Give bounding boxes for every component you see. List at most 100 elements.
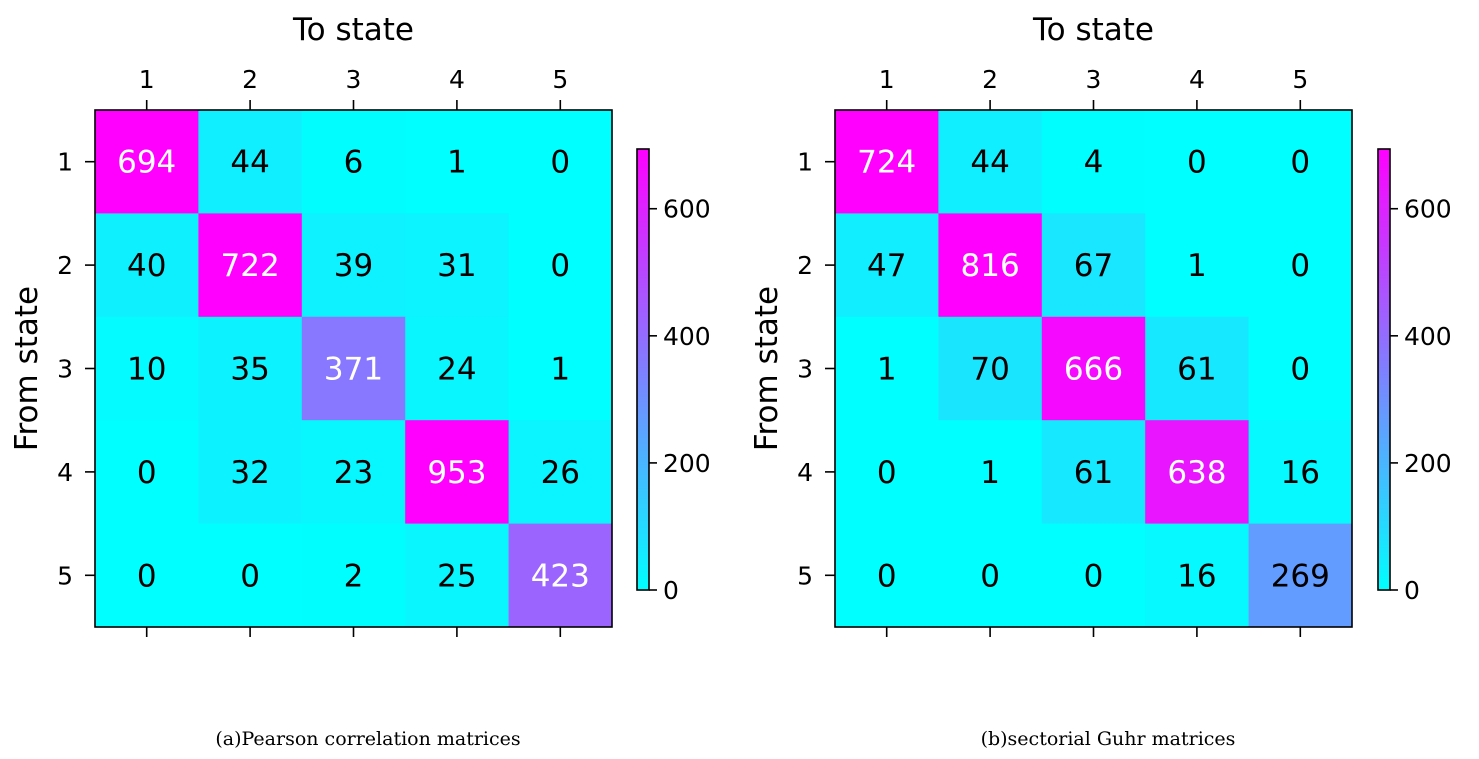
- y-tick-label: 3: [797, 355, 813, 384]
- heatmap-cell: [95, 523, 199, 628]
- heatmap-cell: [301, 420, 406, 525]
- x-tick-label: 4: [449, 65, 465, 94]
- heatmap-panel-a: 694 44 6 1 040 722 39 31 010 35 371 24 10 32 23 953 260 0…: [9, 12, 711, 637]
- cell-value-label: 16: [1281, 455, 1320, 491]
- cell-value-label: 1: [1187, 248, 1207, 284]
- cell-value-label: 1: [980, 455, 1000, 491]
- heatmap-cell: [1248, 420, 1353, 525]
- caption-b: (b)sectorial Guhr matrices: [980, 728, 1236, 750]
- x-tick-label: 1: [879, 65, 895, 94]
- y-tick-label: 1: [57, 148, 73, 177]
- x-tick-label: 3: [1086, 65, 1102, 94]
- heatmap-cell: [1145, 523, 1250, 628]
- cell-value-label: 423: [531, 558, 590, 594]
- x-tick-label: 2: [242, 65, 258, 94]
- x-tick-label: 2: [982, 65, 998, 94]
- heatmap-cell: [301, 110, 406, 214]
- x-tick-label: 5: [1292, 65, 1308, 94]
- heatmap-cell: [508, 213, 613, 318]
- heatmap-cell: [405, 316, 510, 421]
- cell-value-label: 44: [230, 145, 269, 181]
- colorbar-tick-label: 0: [663, 576, 679, 605]
- heatmap-cell: [95, 110, 199, 214]
- cell-value-label: 25: [437, 558, 476, 594]
- cell-value-label: 61: [1177, 352, 1216, 388]
- heatmap-cell: [508, 316, 613, 421]
- cell-value-label: 269: [1271, 558, 1330, 594]
- heatmap-cell: [835, 213, 939, 318]
- colorbar-tick-label: 200: [663, 449, 711, 478]
- colorbar-tick-label: 400: [1404, 322, 1452, 351]
- y-tick-label: 4: [57, 458, 73, 487]
- heatmap-cell: [1248, 213, 1353, 318]
- heatmap-cell: [835, 316, 939, 421]
- y-tick-label: 1: [797, 148, 813, 177]
- heatmap-cell: [95, 316, 199, 421]
- cell-value-label: 0: [137, 558, 157, 594]
- x-tick-label: 4: [1189, 65, 1205, 94]
- cell-value-label: 0: [1290, 248, 1310, 284]
- cell-value-label: 4: [1084, 145, 1104, 181]
- heatmap-cell: [835, 420, 939, 525]
- heatmap-cell: [835, 523, 939, 628]
- x-tick-label: 1: [139, 65, 155, 94]
- cell-value-label: 2: [344, 558, 364, 594]
- cell-value-label: 1: [447, 145, 467, 181]
- heatmap-cell: [95, 420, 199, 525]
- y-axis-label: From state: [9, 286, 45, 451]
- cell-value-label: 371: [324, 352, 383, 388]
- heatmap-cell: [1041, 316, 1146, 421]
- heatmap-cell: [1041, 213, 1146, 318]
- cell-value-label: 16: [1177, 558, 1216, 594]
- colorbar: [1377, 148, 1391, 591]
- heatmap-cell: [1248, 523, 1353, 628]
- cell-value-label: 39: [334, 248, 373, 284]
- cell-value-label: 722: [221, 248, 280, 284]
- heatmap-cell: [1041, 420, 1146, 525]
- heatmap-cell: [301, 316, 406, 421]
- cell-value-label: 61: [1074, 455, 1113, 491]
- heatmap-cell: [198, 523, 303, 628]
- cell-value-label: 26: [541, 455, 580, 491]
- y-axis-label: From state: [749, 286, 785, 451]
- heatmap-cell: [938, 523, 1043, 628]
- colorbar-tick-label: 400: [663, 322, 711, 351]
- cell-value-label: 816: [961, 248, 1020, 284]
- cell-value-label: 0: [1290, 352, 1310, 388]
- cell-value-label: 0: [1084, 558, 1104, 594]
- cell-value-label: 67: [1074, 248, 1113, 284]
- heatmap-cell: [301, 213, 406, 318]
- cell-value-label: 70: [970, 352, 1009, 388]
- heatmap-cell: [938, 420, 1043, 525]
- cell-value-label: 35: [230, 352, 269, 388]
- cell-value-label: 0: [137, 455, 157, 491]
- heatmap-cell: [198, 420, 303, 525]
- y-tick-label: 2: [57, 251, 73, 280]
- heatmap-cell: [938, 213, 1043, 318]
- colorbar-tick-label: 0: [1404, 576, 1420, 605]
- heatmap-cell: [1041, 110, 1146, 214]
- y-tick-label: 2: [797, 251, 813, 280]
- heatmap-cell: [198, 110, 303, 214]
- cell-value-label: 47: [867, 248, 906, 284]
- cell-value-label: 0: [980, 558, 1000, 594]
- y-tick-label: 4: [797, 458, 813, 487]
- cell-value-label: 40: [127, 248, 166, 284]
- colorbar-tick-label: 200: [1404, 449, 1452, 478]
- cell-value-label: 1: [550, 352, 570, 388]
- heatmap-cell: [1145, 420, 1250, 525]
- colorbar-tick-label: 600: [663, 195, 711, 224]
- heatmap-cell: [938, 316, 1043, 421]
- cell-value-label: 32: [230, 455, 269, 491]
- heatmap-cell: [508, 110, 613, 214]
- heatmap-cell: [405, 420, 510, 525]
- y-tick-label: 3: [57, 355, 73, 384]
- heatmap-cell: [1145, 110, 1250, 214]
- x-axis-label: To state: [1032, 12, 1154, 48]
- cell-value-label: 0: [877, 558, 897, 594]
- cell-value-label: 638: [1167, 455, 1226, 491]
- heatmap-cell: [198, 316, 303, 421]
- cell-value-label: 953: [427, 455, 486, 491]
- heatmap-cell: [835, 110, 939, 214]
- heatmap-panel-b: 724 44 4 0 047 816 67 1 01 70 666 61 00 1 61 638 160 0 0 16…: [749, 12, 1452, 637]
